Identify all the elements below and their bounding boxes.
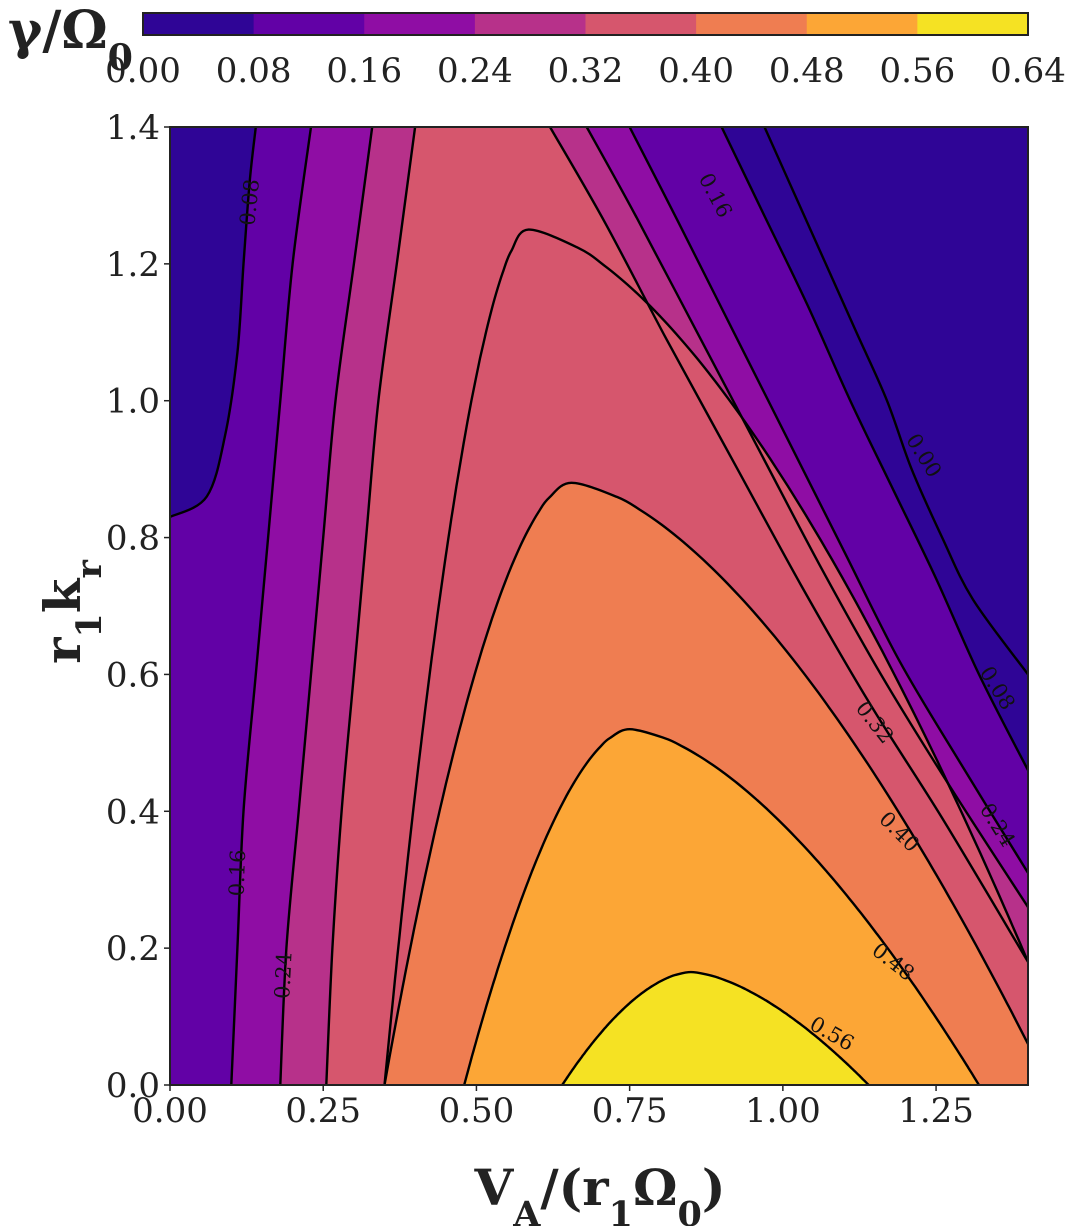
contour-label-text: 0.24 bbox=[270, 952, 296, 1000]
contour-label-text: 0.16 bbox=[225, 849, 251, 897]
y-tick-label: 1.2 bbox=[106, 245, 160, 285]
colorbar: 0.00 0.08 0.16 0.24 0.32 0.40 0.48 0.56 0.64 γ/Ω… bbox=[8, 0, 1066, 91]
contour-line bbox=[230, 127, 313, 1085]
contour-label: 0.08 bbox=[235, 178, 264, 227]
y-tick-label: 0.6 bbox=[106, 655, 160, 695]
contour-label: 0.24 bbox=[270, 952, 296, 1000]
x-tick-label: 0.50 bbox=[439, 1091, 515, 1131]
x-tick-label: 0.00 bbox=[132, 1091, 208, 1131]
plot-frame bbox=[169, 126, 1029, 1086]
contour-band bbox=[170, 127, 256, 517]
y-tick-label: 0.4 bbox=[106, 792, 160, 832]
colorbar-band bbox=[585, 13, 697, 35]
colorbar-tick-label: 0.00 bbox=[105, 51, 181, 91]
contour-band bbox=[464, 729, 1028, 1085]
colorbar-band bbox=[364, 13, 476, 35]
x-tick-label: 1.25 bbox=[898, 1091, 974, 1131]
contour-line bbox=[325, 127, 417, 1085]
y-tick-label: 0.0 bbox=[106, 1066, 160, 1106]
colorbar-tick-label: 0.32 bbox=[548, 51, 624, 91]
contour-lines bbox=[170, 127, 1028, 1085]
colorbar-tick-label: 0.16 bbox=[326, 51, 402, 91]
colorbar-label: γ/Ω0 bbox=[8, 0, 133, 79]
y-axis-ticks: 0.0 0.2 0.4 0.6 0.8 1.0 1.2 1.4 bbox=[106, 108, 170, 1106]
x-axis-label: VA/(r1Ω0) bbox=[473, 1158, 725, 1226]
contour-label: 0.16 bbox=[225, 849, 251, 897]
contour-line bbox=[628, 127, 1028, 874]
colorbar-band bbox=[696, 13, 808, 35]
colorbar-band bbox=[143, 13, 255, 35]
x-axis-ticks: 0.00 0.25 0.50 0.75 1.00 1.25 bbox=[132, 1085, 974, 1131]
colorbar-bands bbox=[143, 13, 1029, 35]
y-tick-label: 0.8 bbox=[106, 519, 160, 559]
colorbar-tick-label: 0.08 bbox=[216, 51, 292, 91]
contour-line bbox=[170, 127, 257, 519]
contour-line bbox=[548, 127, 1028, 963]
colorbar-ticks: 0.00 0.08 0.16 0.24 0.32 0.40 0.48 0.56 0.64 bbox=[105, 51, 1066, 91]
contour-line bbox=[763, 127, 1028, 676]
colorbar-tick-label: 0.24 bbox=[437, 51, 513, 91]
colorbar-band bbox=[917, 13, 1029, 35]
colorbar-band bbox=[253, 13, 365, 35]
contour-line bbox=[561, 970, 870, 1085]
contour-band bbox=[562, 972, 1028, 1085]
colorbar-tick-label: 0.64 bbox=[990, 51, 1066, 91]
contour-band bbox=[764, 127, 1028, 675]
colorbar-band bbox=[474, 13, 587, 35]
colorbar-frame bbox=[142, 12, 1029, 36]
colorbar-tick-label: 0.56 bbox=[880, 51, 956, 91]
x-tick-label: 0.75 bbox=[592, 1091, 668, 1131]
contour-line bbox=[279, 127, 374, 1085]
y-tick-label: 1.4 bbox=[106, 108, 160, 148]
contour-line bbox=[383, 228, 1028, 1085]
x-tick-label: 1.00 bbox=[745, 1091, 821, 1131]
contour-line bbox=[463, 728, 981, 1085]
colorbar-tick-label: 0.48 bbox=[769, 51, 845, 91]
x-tick-label: 0.25 bbox=[285, 1091, 361, 1131]
contour-label-text: 0.08 bbox=[235, 178, 264, 227]
contour-fills bbox=[170, 127, 1028, 1085]
contour-line bbox=[383, 481, 1028, 1085]
contour-line bbox=[720, 127, 1028, 771]
colorbar-tick-label: 0.40 bbox=[658, 51, 734, 91]
plot-area: 0.080.160.240.160.000.080.320.240.400.48… bbox=[169, 126, 1029, 1086]
y-tick-label: 0.2 bbox=[106, 929, 160, 969]
y-tick-label: 1.0 bbox=[106, 382, 160, 422]
colorbar-band bbox=[806, 13, 918, 35]
y-axis-label: r1kr bbox=[33, 560, 110, 664]
